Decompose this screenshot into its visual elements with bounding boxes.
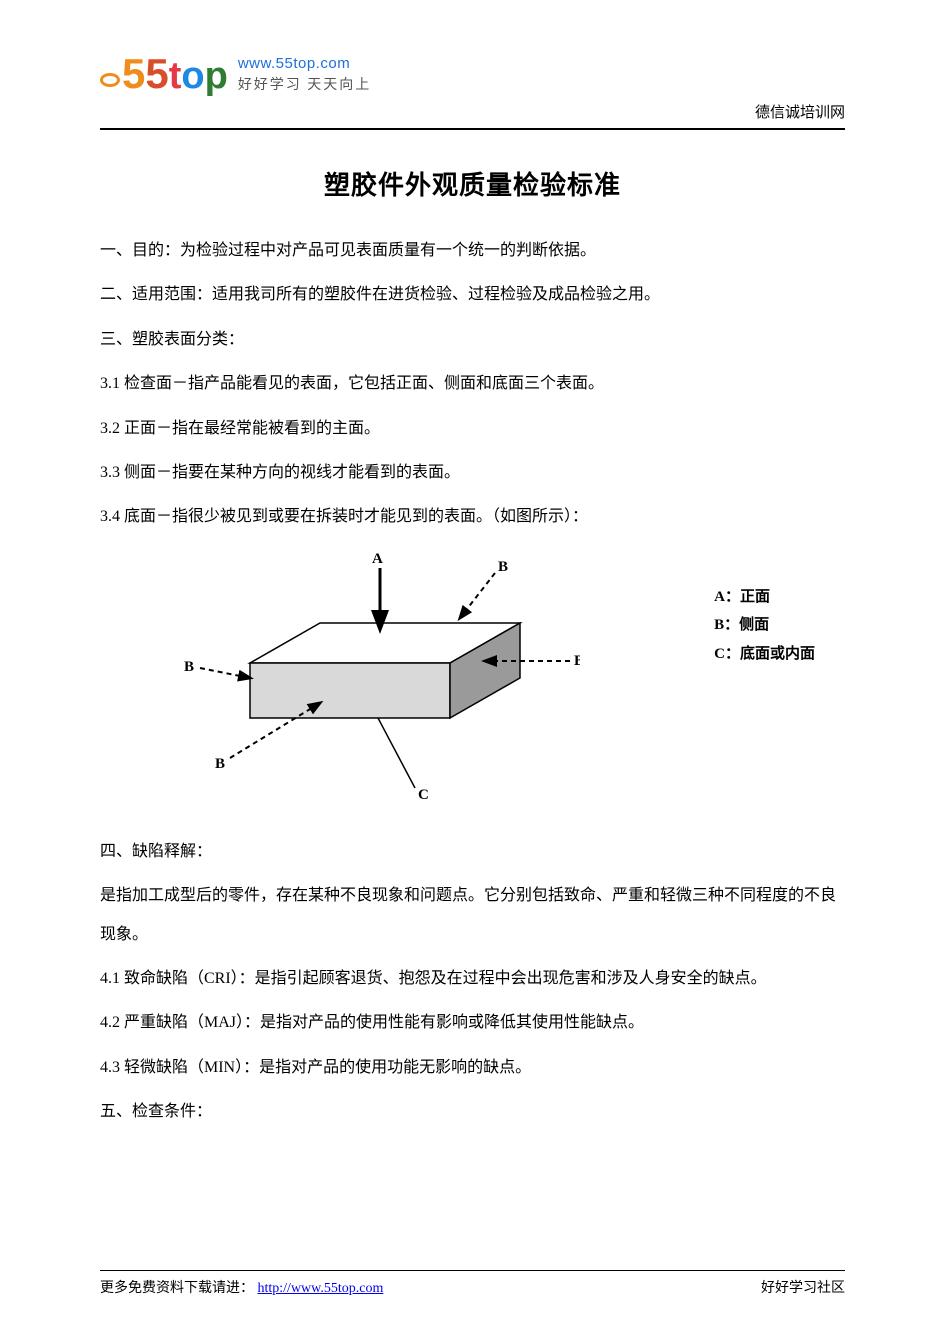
logo-ring-icon [100,73,120,87]
logo-text-col: www.55top.com 好好学习 天天向上 [238,55,372,94]
footer-left: 更多免费资料下载请进： http://www.55top.com [100,1277,383,1297]
arrow-B-tr [460,573,495,618]
para-4-1: 4.1 致命缺陷（CRI）：是指引起顾客退货、抱怨及在过程中会出现危害和涉及人身… [100,960,845,998]
label-B-bl: B [215,756,225,772]
footer-left-pre: 更多免费资料下载请进： [100,1281,254,1296]
logo-glyph-5b: 5 [145,50,168,98]
label-C: C [418,787,429,803]
para-defect-intro: 是指加工成型后的零件，存在某种不良现象和问题点。它分别包括致命、严重和轻微三种不… [100,877,845,954]
para-3-4: 3.4 底面－指很少被见到或要在拆装时才能见到的表面。（如图所示）： [100,498,845,536]
surface-diagram: A B B B B C A：正面 B：侧面 C：底面或内面 [100,543,845,803]
header-right-text: 德信诚培训网 [755,101,845,122]
para-defect-head: 四、缺陷释解： [100,833,845,871]
box-3d-svg: A B B B B C [160,543,580,803]
para-classification-head: 三、塑胶表面分类： [100,321,845,359]
para-3-2: 3.2 正面－指在最经常能被看到的主面。 [100,410,845,448]
logo-glyph-o: o [181,55,204,98]
logo-top-letters: t o p [169,55,228,98]
logo-url: www.55top.com [238,55,372,72]
logo-55top: 5 5 t o p [122,50,228,98]
logo-glyph-p: p [205,55,228,98]
logo-tagline: 好好学习 天天向上 [238,74,372,94]
label-A: A [372,551,383,567]
label-B-tr: B [498,559,508,575]
page-footer: 更多免费资料下载请进： http://www.55top.com 好好学习社区 [100,1270,845,1297]
label-B-left: B [184,659,194,675]
para-check-cond: 五、检查条件： [100,1093,845,1131]
para-scope: 二、适用范围：适用我司所有的塑胶件在进货检验、过程检验及成品检验之用。 [100,276,845,314]
para-4-3: 4.3 轻微缺陷（MIN）：是指对产品的使用功能无影响的缺点。 [100,1049,845,1087]
label-B-right: B [574,653,580,669]
para-3-1: 3.1 检查面－指产品能看见的表面，它包括正面、侧面和底面三个表面。 [100,365,845,403]
legend-A: A：正面 [714,583,815,612]
para-4-2: 4.2 严重缺陷（MAJ）：是指对产品的使用性能有影响或降低其使用性能缺点。 [100,1004,845,1042]
page-header: 5 5 t o p www.55top.com 好好学习 天天向上 德信诚培训网 [100,50,845,130]
legend-B: B：侧面 [714,611,815,640]
line-C [378,718,415,788]
diagram-legend: A：正面 B：侧面 C：底面或内面 [714,583,815,669]
doc-title: 塑胶件外观质量检验标准 [100,165,845,202]
footer-right: 好好学习社区 [761,1277,845,1297]
logo-glyph-t: t [169,55,182,98]
footer-link[interactable]: http://www.55top.com [258,1281,384,1296]
para-3-3: 3.3 侧面－指要在某种方向的视线才能看到的表面。 [100,454,845,492]
legend-C: C：底面或内面 [714,640,815,669]
arrow-B-left [200,668,250,678]
logo-block: 5 5 t o p www.55top.com 好好学习 天天向上 [100,50,371,98]
para-purpose: 一、目的：为检验过程中对产品可见表面质量有一个统一的判断依据。 [100,232,845,270]
box-front-face [250,663,450,718]
logo-glyph-5: 5 [122,50,145,98]
